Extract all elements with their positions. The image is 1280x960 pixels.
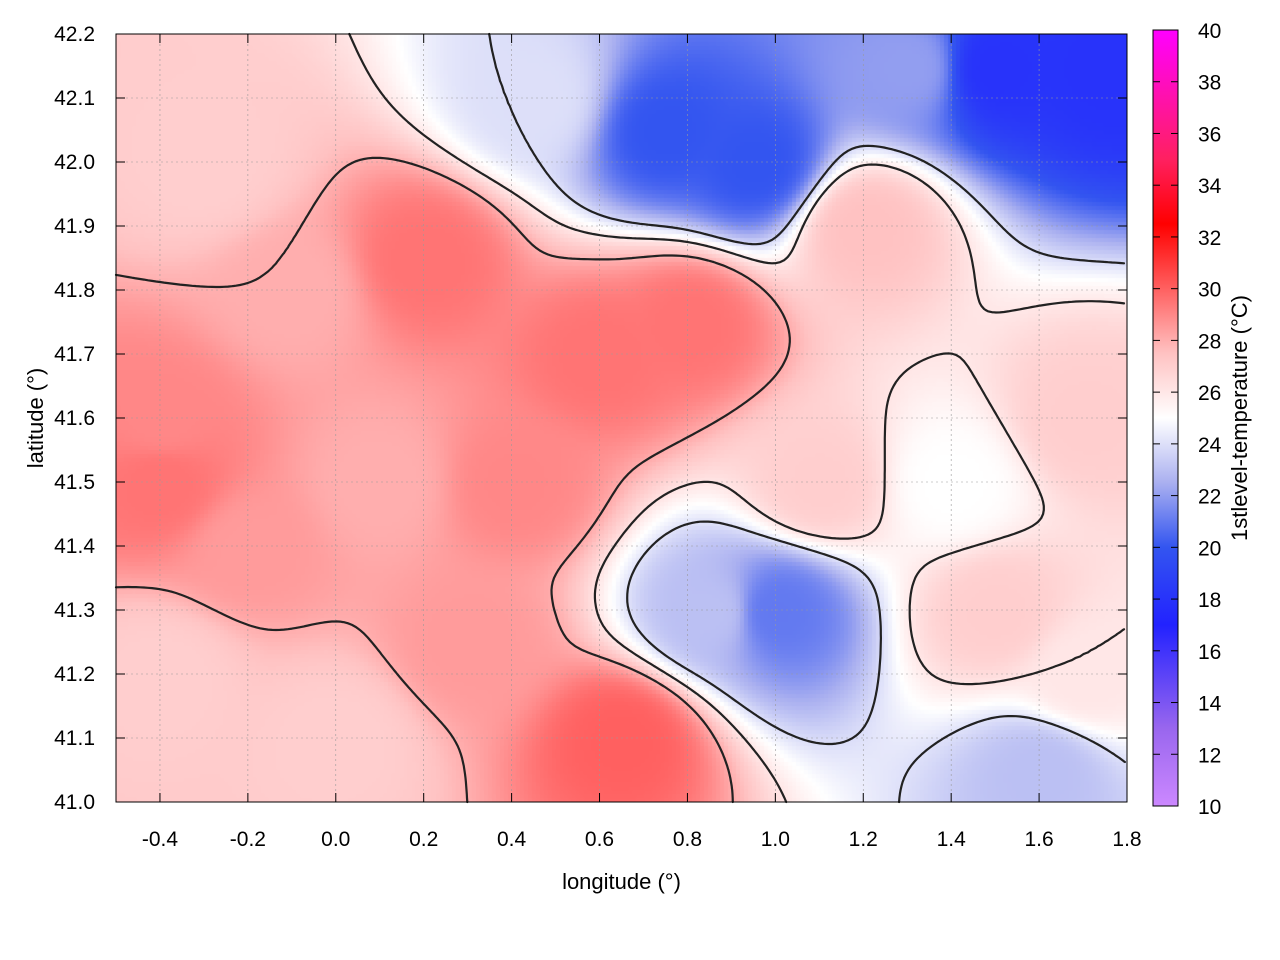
colorbar-tick-label: 24 <box>1198 434 1222 457</box>
x-tick-label: 0.4 <box>497 828 527 851</box>
y-tick-label: 42.2 <box>54 23 95 46</box>
y-tick-label: 42.0 <box>54 151 95 174</box>
y-axis-label: latitude (°) <box>23 368 48 469</box>
y-tick-label: 41.4 <box>54 535 95 558</box>
colorbar-tick-labels: 10 12 14 16 18 20 22 24 26 28 30 32 34 36 38 40 <box>1198 20 1222 819</box>
y-tick-label: 41.8 <box>54 279 95 302</box>
colorbar-tick-label: 22 <box>1198 486 1221 509</box>
y-tick-label: 41.6 <box>54 407 95 430</box>
x-tick-label: 1.4 <box>937 828 967 851</box>
x-tick-labels: -0.4 -0.2 0.0 0.2 0.4 0.6 0.8 1.0 1.2 1.4 1.6 1.8 <box>142 828 1142 851</box>
colorbar-tick-label: 32 <box>1198 227 1221 250</box>
colorbar-tick-label: 38 <box>1198 72 1221 95</box>
y-tick-label: 41.2 <box>54 663 95 686</box>
contour-line-28 <box>114 156 791 804</box>
y-tick-label: 41.0 <box>54 791 95 814</box>
x-tick-label: -0.2 <box>230 828 266 851</box>
colorbar-tick-label: 12 <box>1198 744 1221 767</box>
x-tick-label: 0.2 <box>409 828 438 851</box>
y-tick-label: 41.7 <box>54 343 95 366</box>
x-tick-label: 1.6 <box>1024 828 1053 851</box>
colorbar-tick-label: 10 <box>1198 796 1221 819</box>
x-tick-label: 1.0 <box>761 828 790 851</box>
colorbar-tick-label: 34 <box>1198 175 1222 198</box>
x-tick-label: 0.6 <box>585 828 614 851</box>
y-tick-label: 41.3 <box>54 599 95 622</box>
y-tick-label: 41.1 <box>54 727 95 750</box>
colorbar-tick-label: 14 <box>1198 693 1222 716</box>
contour-line-24 <box>488 32 1126 804</box>
y-tick-label: 42.1 <box>54 87 95 110</box>
colorbar-tick-label: 36 <box>1198 123 1221 146</box>
colorbar-label: 1stlevel-temperature (°C) <box>1227 295 1252 541</box>
colorbar-tick-label: 26 <box>1198 382 1221 405</box>
x-tick-label: 0.8 <box>673 828 702 851</box>
x-tick-label: -0.4 <box>142 828 179 851</box>
colorbar-tick-label: 40 <box>1198 20 1221 43</box>
x-tick-label: 1.2 <box>849 828 878 851</box>
colorbar-tick-label: 30 <box>1198 279 1221 302</box>
colorbar-tick-label: 20 <box>1198 537 1221 560</box>
y-tick-labels: 41.0 41.1 41.2 41.3 41.4 41.5 41.6 41.7 41.8 41.9… <box>54 23 95 814</box>
x-tick-label: 0.0 <box>321 828 350 851</box>
contour-line-26 <box>348 32 1126 804</box>
x-tick-label: 1.8 <box>1112 828 1141 851</box>
y-tick-label: 41.5 <box>54 471 95 494</box>
y-tick-label: 41.9 <box>54 215 95 238</box>
contour-lines <box>114 32 1126 804</box>
x-axis-label: longitude (°) <box>562 869 681 894</box>
colorbar-tick-label: 16 <box>1198 641 1221 664</box>
colorbar-tick-label: 28 <box>1198 330 1221 353</box>
colorbar <box>1152 29 1179 807</box>
colorbar-scale <box>1152 29 1179 807</box>
colorbar-tick-label: 18 <box>1198 589 1221 612</box>
axis-ticks <box>116 33 1128 803</box>
